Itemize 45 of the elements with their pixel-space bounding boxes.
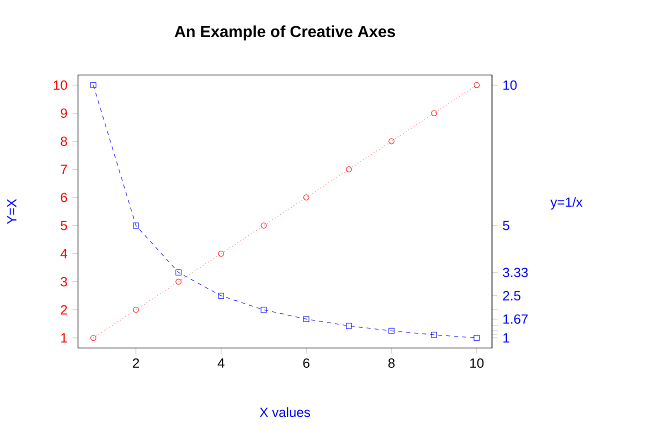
y2-tick-label: 2.5 — [503, 291, 520, 300]
point — [346, 166, 352, 172]
point — [176, 278, 182, 285]
y2-axis-title: y=1/x — [550, 197, 582, 210]
point — [132, 222, 139, 228]
y2-tick-label: 10 — [503, 80, 517, 90]
y2-tick-label: 1 — [503, 333, 510, 342]
point — [388, 328, 394, 334]
x-tick-label: 6 — [303, 358, 310, 368]
point — [90, 82, 96, 88]
y-tick-label: 5 — [60, 220, 68, 230]
y-axis-title: Y=X — [7, 198, 16, 224]
y2-tick-label: 1.67 — [503, 314, 528, 324]
x-tick-label: 8 — [388, 358, 395, 368]
point — [218, 250, 224, 257]
y2-tick-label: 5 — [502, 220, 510, 230]
point — [431, 110, 438, 116]
point — [176, 270, 182, 276]
y-tick-label: 4 — [60, 249, 68, 258]
point — [346, 322, 352, 329]
y-tick-label: 10 — [54, 80, 68, 90]
y-tick-label: 6 — [60, 192, 68, 202]
point — [260, 306, 267, 313]
x-tick-label: 4 — [218, 358, 224, 368]
x-axis-title: X values — [260, 407, 310, 418]
point — [132, 306, 139, 313]
point — [431, 332, 438, 338]
y-tick-label: 7 — [60, 164, 67, 174]
x-tick-label: 2 — [132, 358, 139, 368]
y-tick-label: 3 — [60, 277, 68, 286]
point — [303, 316, 310, 322]
point — [388, 138, 394, 144]
point — [260, 222, 267, 228]
y-tick-label: 2 — [60, 305, 67, 314]
point — [474, 334, 480, 341]
chart-title: An Example of Creative Axes — [174, 25, 396, 40]
point — [303, 194, 310, 200]
point — [474, 82, 480, 88]
point — [218, 292, 224, 299]
y-tick-label: 1 — [61, 333, 67, 342]
y-tick-label: 8 — [60, 136, 68, 146]
x-tick-label: 10 — [470, 358, 484, 368]
y2-tick-label: 3.33 — [502, 268, 528, 278]
point — [90, 334, 96, 341]
y-tick-label: 9 — [60, 108, 67, 118]
